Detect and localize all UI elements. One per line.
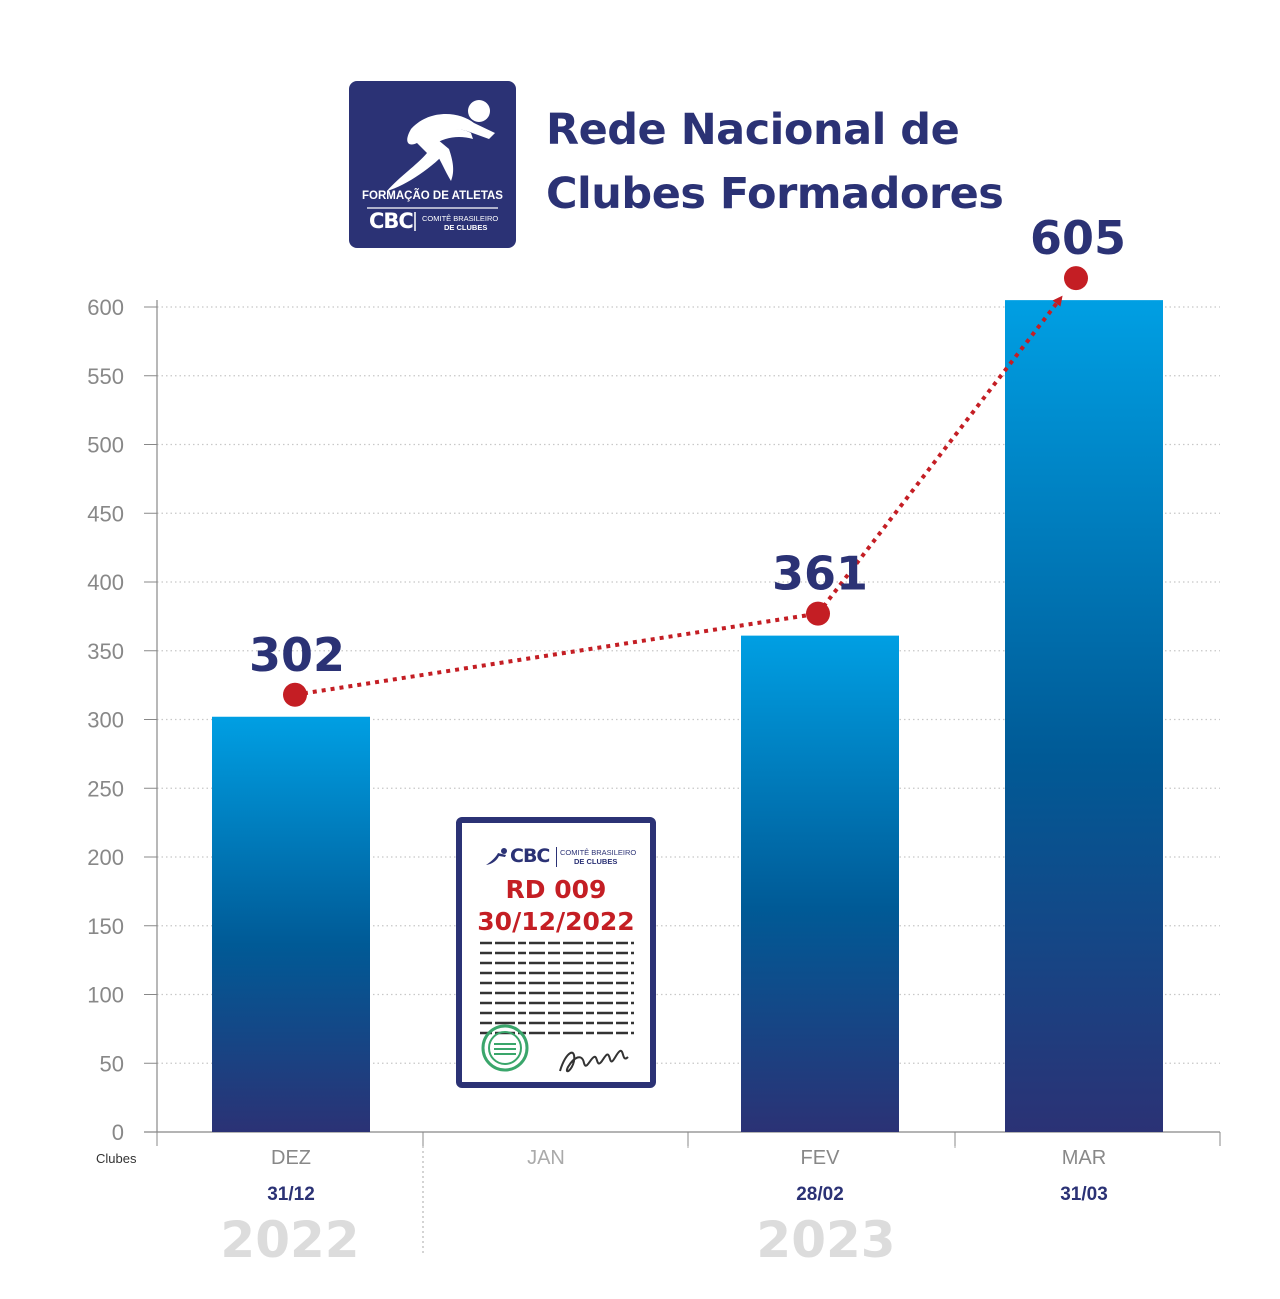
doc-brand: CBC <box>510 845 550 867</box>
chart-title-line2: Clubes Formadores <box>546 169 1004 219</box>
year-label: 2022 <box>220 1211 359 1269</box>
signature-icon <box>559 1049 629 1073</box>
date-label: 28/02 <box>796 1184 844 1205</box>
x-tick-label: JAN <box>527 1147 565 1169</box>
x-tick-label: MAR <box>1062 1147 1106 1169</box>
axes: 0 50 100 150 200 250 300 350 400 450 500 550 600 Club… <box>87 295 1221 1256</box>
value-label: 361 <box>772 547 868 601</box>
y-tick-label: 200 <box>87 845 124 870</box>
trend-point <box>806 601 830 626</box>
chart-title: Rede Nacional de Clubes Formadores <box>546 98 1004 226</box>
trend-point <box>1064 266 1088 291</box>
trend-segment <box>294 611 819 697</box>
y-tick-label: 450 <box>87 501 124 526</box>
doc-divider <box>556 847 557 867</box>
y-tick-label: 250 <box>87 776 124 801</box>
logo-tagline: FORMAÇÃO DE ATLETAS <box>362 190 503 202</box>
grid-lines <box>157 306 1220 1064</box>
seal-icon <box>481 1024 529 1072</box>
x-tick-label: DEZ <box>271 1147 311 1169</box>
y-axis-label: Clubes <box>96 1151 137 1166</box>
doc-text-lines <box>480 941 634 1035</box>
y-tick-label: 0 <box>112 1120 124 1145</box>
y-tick-label: 400 <box>87 570 124 595</box>
value-label: 302 <box>249 628 345 682</box>
y-tick-label: 600 <box>87 295 124 320</box>
bar-dez <box>212 716 370 1132</box>
doc-org-line1: COMITÊ BRASILEIRO <box>560 848 637 857</box>
bars <box>212 300 1163 1132</box>
runner-icon <box>367 100 498 231</box>
y-tick-label: 50 <box>100 1051 124 1076</box>
y-tick-label: 500 <box>87 433 124 458</box>
y-tick-label: 150 <box>87 914 124 939</box>
trend-line <box>283 266 1088 707</box>
logo-org-line2: DE CLUBES <box>444 223 488 232</box>
x-tick-label: FEV <box>801 1147 841 1169</box>
logo-brand: CBC <box>369 209 414 233</box>
runner-icon <box>486 848 507 865</box>
y-tick-label: 300 <box>87 708 124 733</box>
bar-fev <box>741 635 899 1132</box>
doc-org-line2: DE CLUBES <box>574 857 618 866</box>
chart-title-line1: Rede Nacional de <box>546 105 960 155</box>
bar-mar <box>1005 300 1163 1132</box>
date-label: 31/12 <box>267 1184 315 1205</box>
year-label: 2023 <box>756 1211 895 1269</box>
cbc-logo: FORMAÇÃO DE ATLETAS CBC COMITÊ BRASILEIR… <box>349 81 516 248</box>
y-tick-label: 100 <box>87 983 124 1008</box>
y-tick-label: 550 <box>87 364 124 389</box>
y-tick-label: 350 <box>87 639 124 664</box>
labels: DEZ 31/12 JAN FEV 28/02 MAR 31/03 2022 2023 302 36… <box>220 211 1126 1269</box>
value-label: 605 <box>1030 211 1126 265</box>
trend-segment <box>816 295 1063 615</box>
resolution-document: CBC COMITÊ BRASILEIRO DE CLUBES RD 009 3… <box>456 817 656 1088</box>
trend-point <box>283 682 307 707</box>
date-label: 31/03 <box>1060 1184 1108 1205</box>
logo-org-line1: COMITÊ BRASILEIRO <box>422 214 499 223</box>
doc-code: RD 009 <box>505 875 607 904</box>
doc-date: 30/12/2022 <box>477 907 635 936</box>
